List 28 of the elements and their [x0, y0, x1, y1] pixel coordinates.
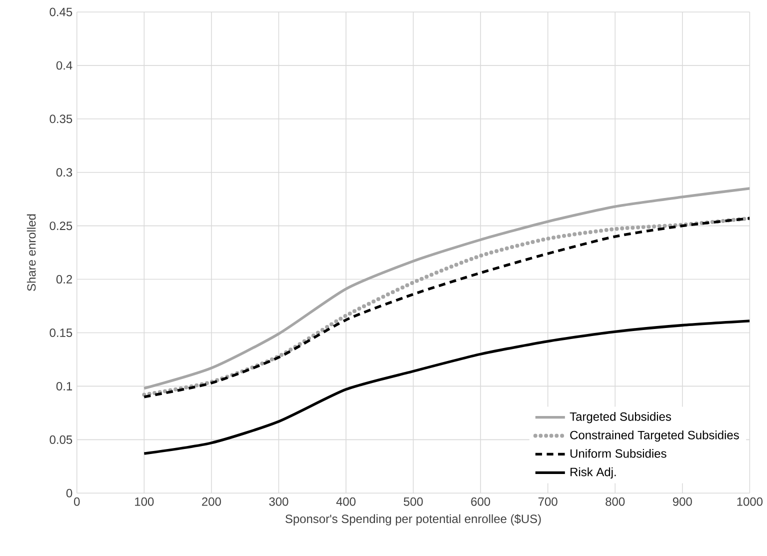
x-tick-label: 300	[269, 497, 288, 506]
y-tick-label: 0.25	[50, 222, 72, 230]
y-tick-label: 0.15	[50, 328, 72, 337]
x-tick-label: 900	[672, 497, 692, 506]
y-tick-label: 0	[66, 488, 72, 498]
y-tick-label: 0.45	[50, 8, 72, 16]
legend-label: Uniform Subsidies	[570, 448, 666, 458]
y-axis-title: Share enrolled	[26, 214, 36, 291]
y-tick-label: 0.35	[50, 114, 72, 124]
legend-label: Risk Adj.	[570, 467, 616, 479]
y-tick-label: 0.2	[56, 275, 72, 284]
x-tick-label: 200	[202, 497, 221, 506]
y-tick-label: 0.4	[56, 61, 72, 70]
x-tick-label: 800	[606, 497, 625, 506]
x-axis-title: Sponsor's Spending per potential enrollee ($US)	[285, 514, 541, 526]
x-tick-label: 400	[336, 497, 356, 506]
x-tick-label: 0	[74, 497, 80, 506]
x-tick-label: 600	[471, 497, 490, 506]
legend-label: Targeted Subsidies	[570, 412, 672, 424]
x-tick-label: 1000	[737, 497, 763, 506]
x-tick-label: 500	[404, 497, 423, 506]
y-tick-label: 0.3	[56, 168, 72, 177]
x-tick-label: 700	[538, 497, 558, 506]
legend-label: Constrained Targeted Subsidies	[570, 430, 739, 442]
y-tick-label: 0.1	[56, 382, 72, 390]
y-tick-label: 0.05	[50, 435, 72, 444]
x-tick-label: 100	[135, 497, 154, 506]
line-series	[142, 187, 750, 390]
